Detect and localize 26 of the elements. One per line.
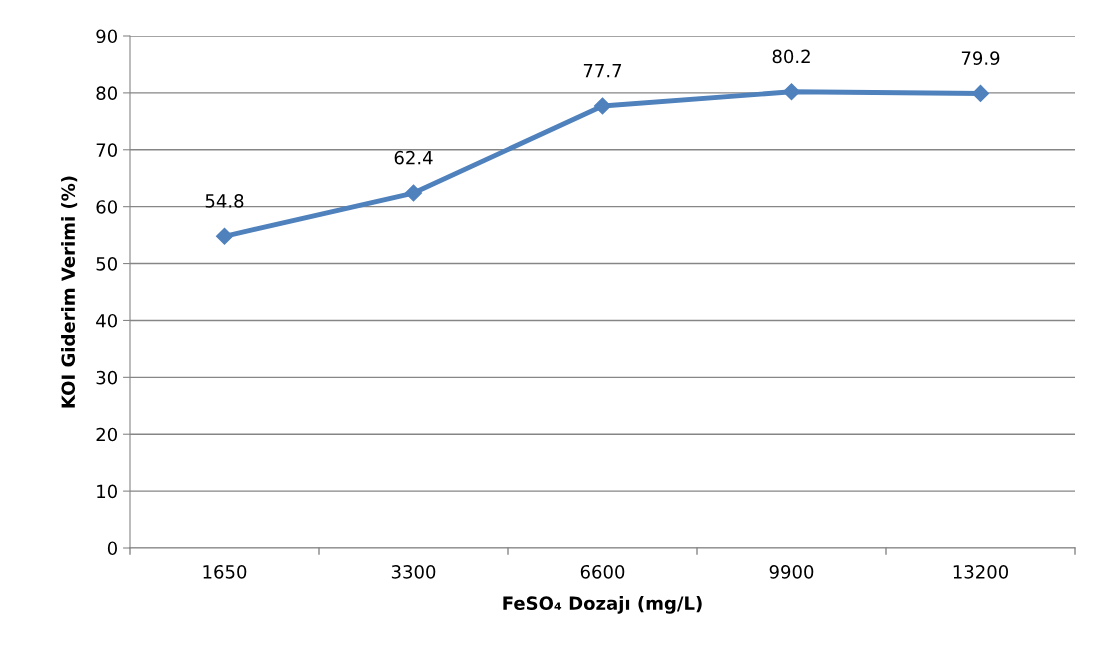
y-tick-label: 10: [97, 484, 117, 499]
y-tick-label: 40: [96, 313, 117, 328]
point: [593, 97, 612, 115]
x-tick-label: 6600: [580, 564, 625, 579]
point: [215, 227, 234, 245]
data-label: 79.9: [961, 51, 1000, 65]
x-tick-label: 3300: [391, 564, 436, 579]
y-axis-title: KOI Giderim Verimi (%): [61, 176, 78, 408]
data-label: 62.4: [394, 150, 433, 165]
x-axis-title: FeSO₄ Dozajı (mg/L): [503, 596, 702, 614]
y-tick-label: 90: [96, 29, 117, 44]
data-label: 77.7: [583, 64, 622, 78]
y-tick-label: 60: [96, 200, 117, 214]
y-tick-label: 20: [96, 427, 117, 442]
y-tick-label: 50: [96, 257, 117, 271]
point: [404, 184, 423, 202]
data-label: 54.8: [205, 194, 244, 208]
x-tick-label: 1650: [203, 564, 247, 579]
y-tick-label: 30: [96, 370, 117, 385]
y-tick-label: 70: [96, 143, 117, 157]
y-tick-label: 0: [107, 541, 117, 556]
x-tick-label: 9900: [769, 564, 814, 579]
data-label: 80.2: [772, 49, 810, 64]
x-tick-label: 13200: [953, 564, 1009, 579]
y-tick-label: 80: [96, 86, 117, 101]
point: [782, 83, 801, 101]
